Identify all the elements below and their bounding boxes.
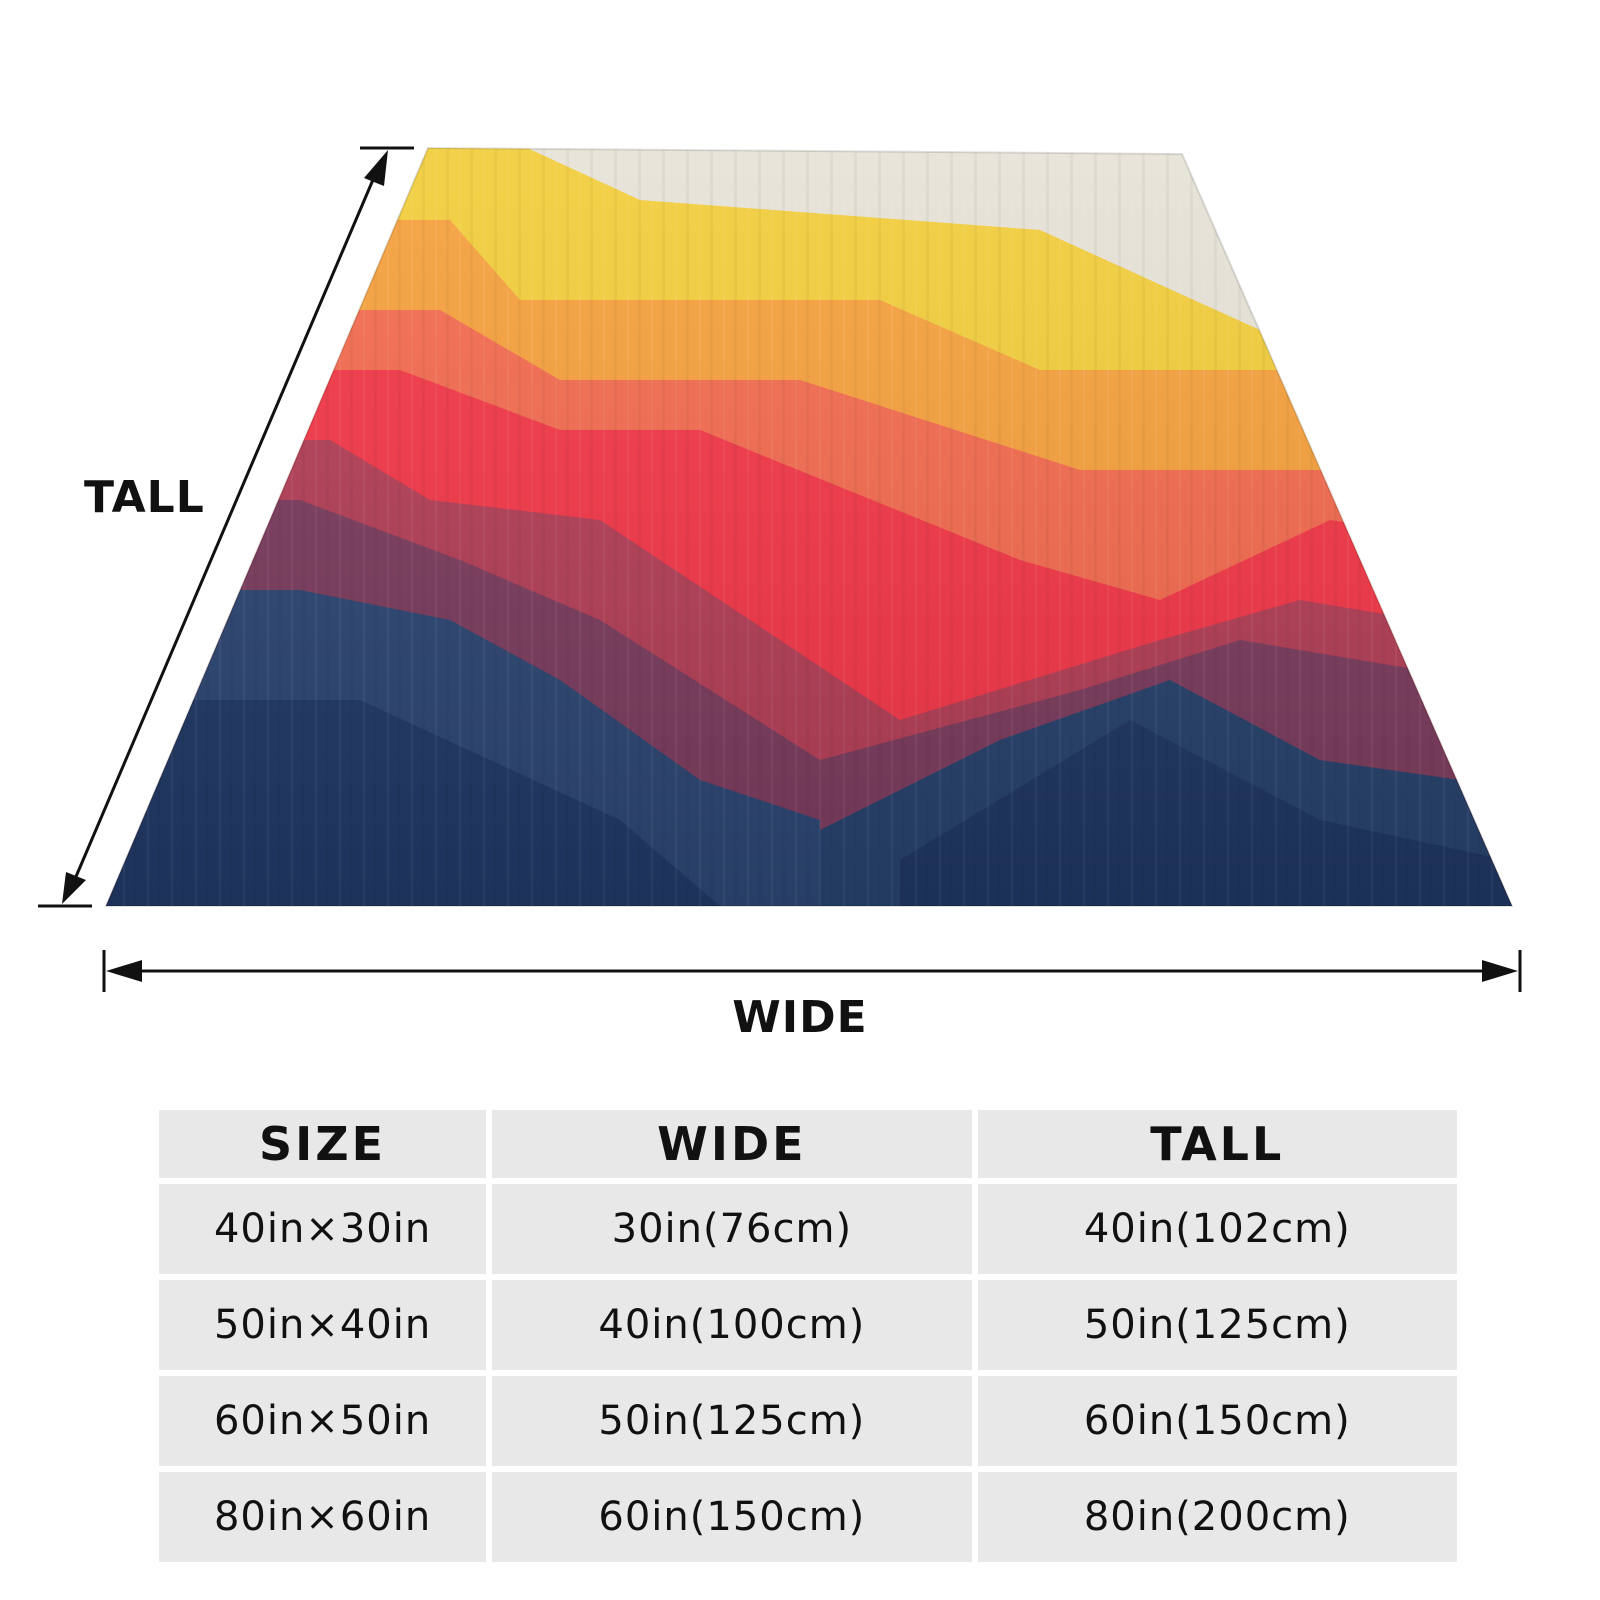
cell-wide: 60in(150cm) [492, 1472, 972, 1562]
cell-wide: 40in(100cm) [492, 1280, 972, 1370]
table-row: 80in×60in 60in(150cm) 80in(200cm) [159, 1472, 1457, 1562]
cell-wide: 50in(125cm) [492, 1376, 972, 1466]
cell-size: 50in×40in [159, 1280, 487, 1370]
cell-size: 80in×60in [159, 1472, 487, 1562]
cell-tall: 40in(102cm) [977, 1184, 1457, 1274]
cell-size: 40in×30in [159, 1184, 487, 1274]
header-size: SIZE [159, 1110, 487, 1178]
wide-label: WIDE [732, 992, 868, 1043]
blanket [106, 148, 1512, 906]
blanket-edge [104, 146, 1514, 907]
wide-dimension-arrow [102, 950, 1522, 992]
cell-wide: 30in(76cm) [492, 1184, 972, 1274]
table-row: 60in×50in 50in(125cm) 60in(150cm) [159, 1376, 1457, 1466]
size-table-header-row: SIZE WIDE TALL [159, 1110, 1457, 1178]
table-row: 50in×40in 40in(100cm) 50in(125cm) [159, 1280, 1457, 1370]
tall-label: TALL [84, 472, 205, 523]
header-wide: WIDE [492, 1110, 972, 1178]
cell-tall: 50in(125cm) [977, 1280, 1457, 1370]
cell-tall: 60in(150cm) [977, 1376, 1457, 1466]
header-tall: TALL [977, 1110, 1457, 1178]
tall-dimension-arrow [38, 146, 414, 908]
cell-size: 60in×50in [159, 1376, 487, 1466]
size-table: SIZE WIDE TALL 40in×30in 30in(76cm) 40in… [153, 1104, 1463, 1568]
table-row: 40in×30in 30in(76cm) 40in(102cm) [159, 1184, 1457, 1274]
blanket-illustration [38, 146, 1522, 992]
cell-tall: 80in(200cm) [977, 1472, 1457, 1562]
